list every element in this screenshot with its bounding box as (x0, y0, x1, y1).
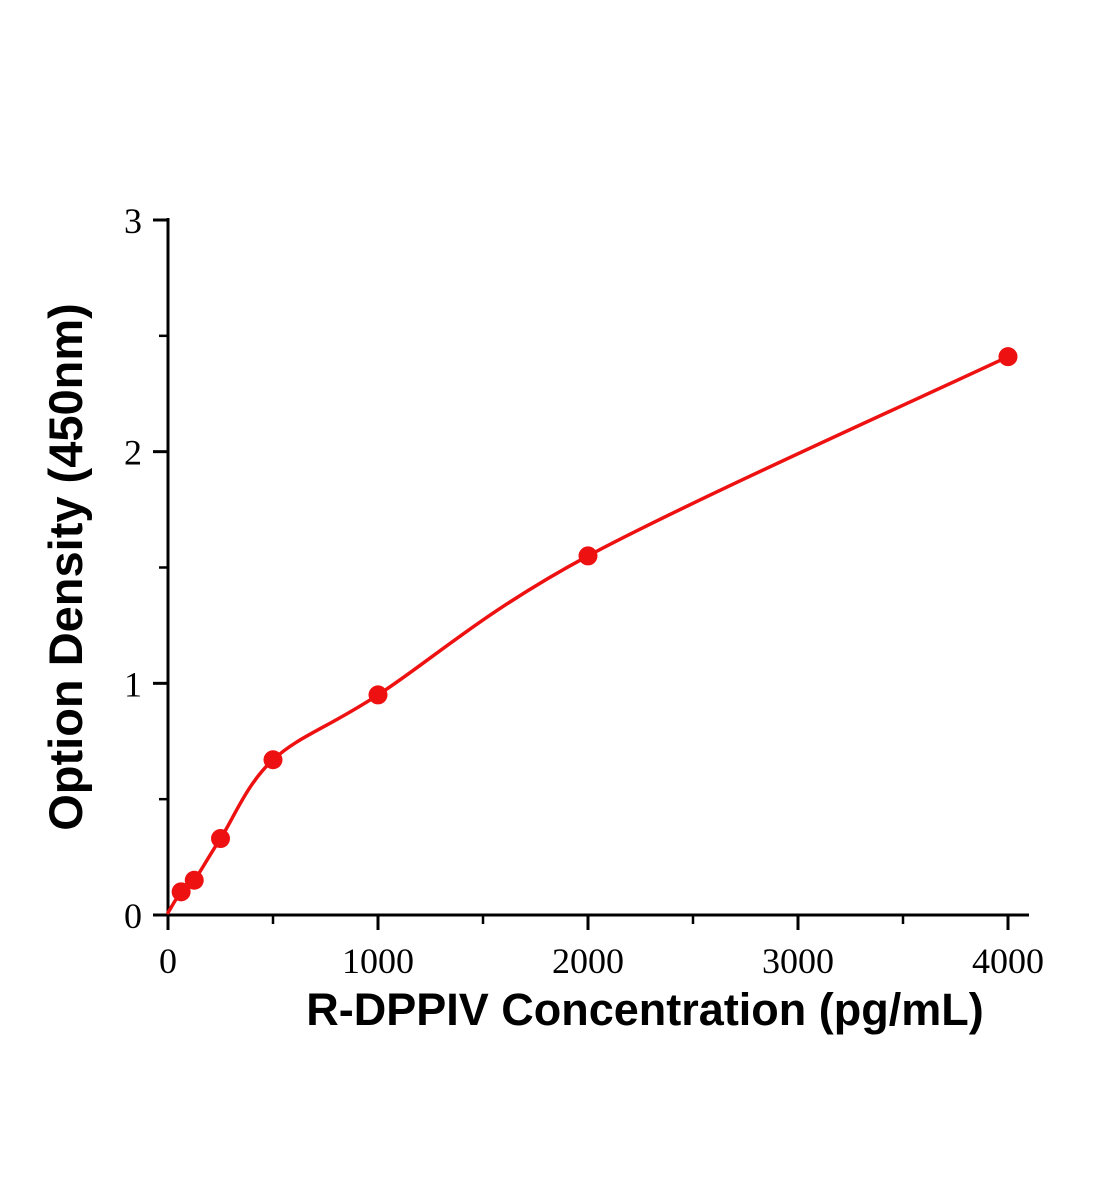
data-point-marker (171, 882, 191, 902)
fit-curve (166, 354, 1010, 915)
x-tick-label: 4000 (972, 941, 1044, 981)
x-axis-title: R-DPPIV Concentration (pg/mL) (306, 984, 983, 1035)
axis-tick-labels: 0 1000 2000 3000 4000 0 1 2 3 (124, 201, 1044, 981)
data-point-marker (578, 546, 598, 566)
y-tick-label: 0 (124, 896, 142, 936)
y-axis-title: Option Density (450nm) (39, 303, 92, 831)
data-point-marker (263, 750, 283, 770)
data-point-marker (184, 870, 204, 890)
axis-ticks (153, 218, 1010, 930)
data-point-marker (211, 829, 230, 849)
data-point-marker (998, 347, 1018, 367)
x-tick-label: 0 (159, 941, 177, 981)
fit-curve-path (166, 354, 1010, 915)
data-points (171, 347, 1018, 902)
x-tick-label: 2000 (552, 941, 624, 981)
axes (166, 218, 1029, 917)
x-tick-label: 1000 (342, 941, 414, 981)
y-tick-label: 1 (124, 664, 142, 704)
y-tick-label: 2 (124, 433, 142, 473)
y-tick-label: 3 (124, 201, 142, 241)
data-point-marker (368, 685, 388, 705)
x-tick-label: 3000 (762, 941, 834, 981)
